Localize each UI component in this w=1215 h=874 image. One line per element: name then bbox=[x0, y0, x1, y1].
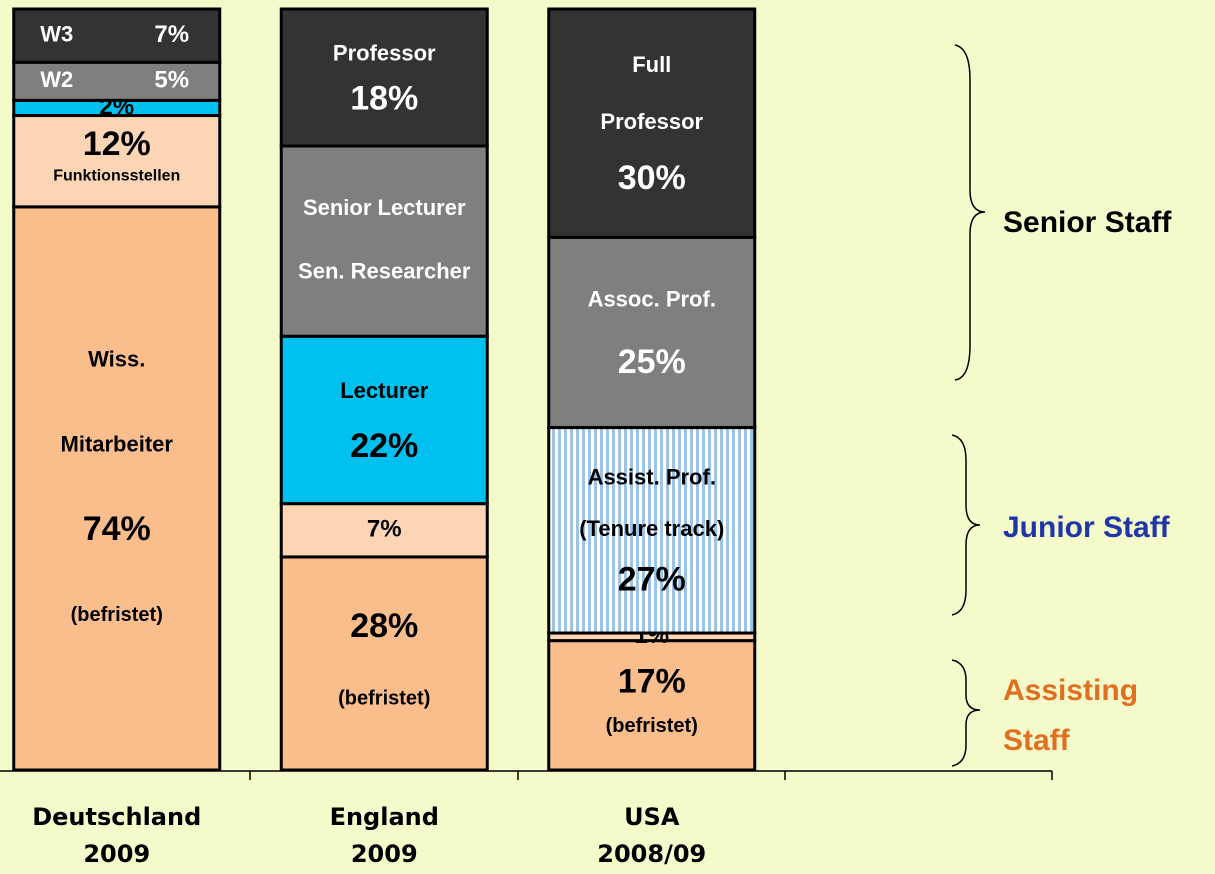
segment-label: Professor bbox=[333, 40, 436, 65]
value-label: 25% bbox=[618, 343, 686, 381]
segment-label: (befristet) bbox=[71, 604, 163, 626]
bar-segment bbox=[279, 334, 489, 506]
value-label: 74% bbox=[83, 510, 151, 548]
segment-label: (befristet) bbox=[338, 687, 430, 709]
segment-label: Full bbox=[632, 52, 671, 77]
bar-segment bbox=[547, 639, 757, 772]
segment-label: W2 bbox=[40, 67, 73, 92]
bar-segment bbox=[279, 7, 489, 148]
bar-segment bbox=[279, 502, 489, 559]
annotation: Staff bbox=[1003, 724, 1071, 757]
x-tick-label: Deutschland bbox=[32, 803, 201, 831]
segment-label: Lecturer bbox=[340, 378, 428, 403]
bar-segment bbox=[279, 555, 489, 772]
brace-senior bbox=[954, 44, 986, 381]
annotation: Senior Staff bbox=[1003, 206, 1172, 239]
value-label: 7% bbox=[367, 516, 402, 543]
bar-segment bbox=[547, 7, 757, 239]
x-tick-label: 2008/09 bbox=[597, 840, 706, 868]
x-tick-label: England bbox=[330, 803, 439, 831]
bar-segment bbox=[279, 144, 489, 338]
segment-label: (befristet) bbox=[606, 715, 698, 737]
annotation: Junior Staff bbox=[1003, 511, 1171, 544]
x-tick-label: 2009 bbox=[83, 840, 150, 868]
bar-segment bbox=[12, 60, 222, 102]
value-label: 22% bbox=[350, 427, 418, 465]
value-label: 28% bbox=[350, 607, 418, 645]
value-label: 12% bbox=[83, 125, 151, 163]
brace-assisting bbox=[951, 659, 981, 767]
segment-label: Sen. Researcher bbox=[298, 259, 471, 284]
segment-label: Mitarbeiter bbox=[61, 432, 174, 457]
value-label: 30% bbox=[618, 159, 686, 197]
value-label: 17% bbox=[618, 663, 686, 701]
bar-segment bbox=[547, 235, 757, 430]
value-label: 18% bbox=[350, 79, 418, 117]
braces bbox=[951, 44, 986, 767]
segment-label: Funktionsstellen bbox=[53, 168, 180, 185]
segment-label: Assist. Prof. bbox=[588, 465, 716, 490]
segment-label: (Tenure track) bbox=[579, 516, 724, 541]
annotation: Assisting bbox=[1003, 674, 1138, 707]
segment-label: Wiss. bbox=[88, 347, 145, 372]
bar-segment bbox=[12, 7, 222, 64]
segment-label: W3 bbox=[40, 21, 73, 46]
x-tick-label: 2009 bbox=[351, 840, 418, 868]
x-tick-label: USA bbox=[624, 803, 680, 831]
segment-label: Senior Lecturer bbox=[303, 195, 466, 220]
segment-label: Assoc. Prof. bbox=[588, 287, 716, 312]
segment-label: Professor bbox=[600, 109, 703, 134]
value-label: 27% bbox=[618, 561, 686, 599]
brace-junior bbox=[951, 434, 981, 616]
value-label: 7% bbox=[154, 21, 189, 48]
bar-segment bbox=[12, 114, 222, 209]
value-label: 5% bbox=[154, 67, 189, 94]
bar-segment bbox=[12, 205, 222, 772]
bar-segment bbox=[547, 426, 757, 635]
